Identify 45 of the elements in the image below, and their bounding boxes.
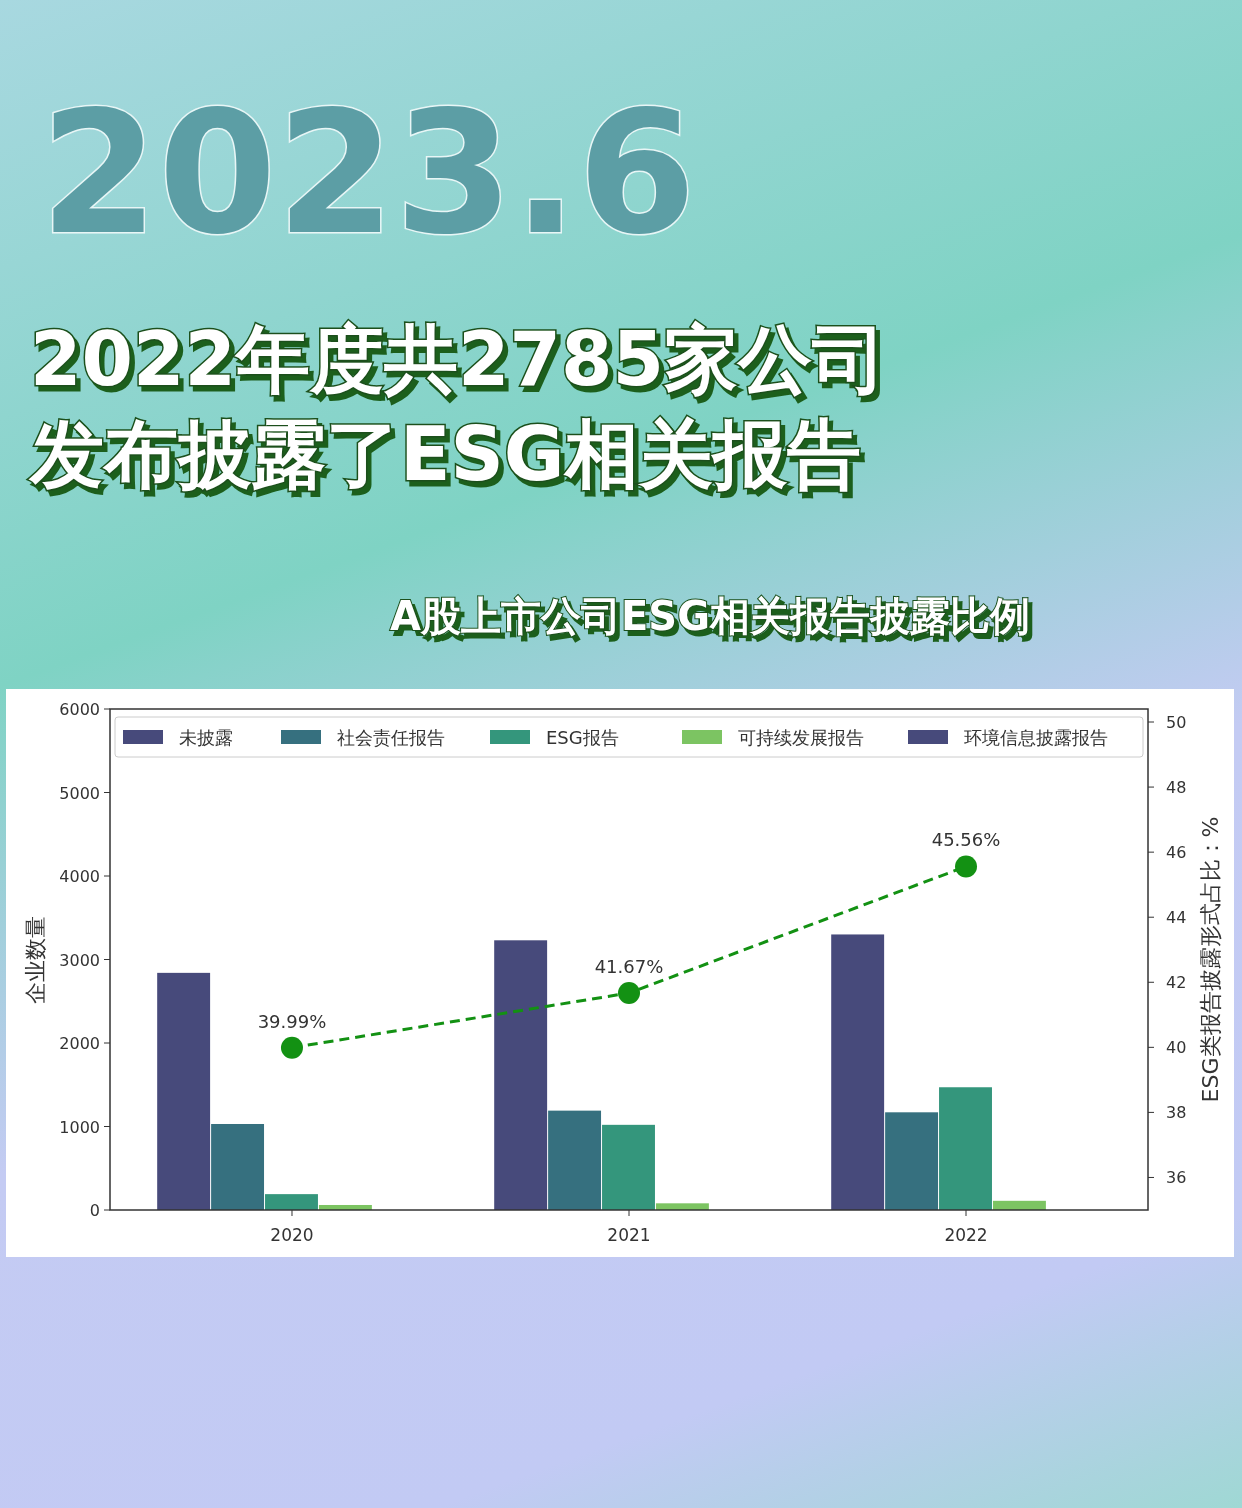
y2-tick-label: 46	[1166, 843, 1187, 863]
bar	[548, 1110, 602, 1211]
y2-axis-title: ESG类报告披露形式占比：%	[1198, 816, 1223, 1103]
text: 2022年度共2785家公司	[30, 316, 886, 402]
point	[618, 982, 640, 1005]
data-label: 45.56%	[931, 829, 1001, 851]
y2-tick-label: 48	[1166, 778, 1187, 798]
legend-label: ESG报告	[546, 727, 619, 748]
bar	[655, 1203, 709, 1210]
y-tick-label: 4000	[59, 867, 100, 886]
bar	[939, 1087, 992, 1211]
bar	[831, 934, 885, 1210]
legend-label: 可持续发展报告	[738, 727, 864, 748]
y-tick-label: 3000	[59, 950, 100, 970]
point	[955, 855, 978, 878]
point	[280, 1036, 303, 1059]
x-tick-label: 2021	[607, 1225, 651, 1245]
x-tick-label: 2022	[944, 1225, 988, 1245]
bar	[265, 1194, 318, 1211]
y2-tick-label: 40	[1166, 1038, 1187, 1058]
text: 发布披露了ESG相关报告	[30, 411, 861, 497]
bar	[157, 972, 211, 1210]
x-tick-label: 2020	[270, 1225, 314, 1245]
bar	[602, 1124, 655, 1210]
data-label: 39.99%	[257, 1010, 327, 1032]
legend-label: 环境信息披露报告	[964, 727, 1108, 748]
y2-tick-label: 50	[1166, 713, 1187, 733]
y2-tick-label: 42	[1166, 973, 1187, 993]
y-tick-label: 0	[89, 1201, 100, 1220]
y-tick-label: 2000	[59, 1034, 100, 1053]
chart-subtitle: A股上市公司ESG相关报告披露比例	[390, 593, 1030, 639]
bar	[885, 1112, 939, 1210]
y2-tick-label: 38	[1166, 1103, 1187, 1123]
y-tick-label: 5000	[59, 783, 100, 803]
bar	[211, 1123, 265, 1210]
y2-tick-label: 36	[1166, 1168, 1187, 1188]
y-axis-title: 企业数量	[23, 915, 48, 1004]
legend-label: 未披露	[179, 727, 233, 748]
y-tick-label: 1000	[59, 1117, 100, 1137]
text: 2023.6	[40, 74, 697, 272]
data-label: 41.67%	[594, 956, 664, 978]
y2-tick-label: 44	[1166, 908, 1187, 928]
y-tick-label: 6000	[59, 700, 100, 719]
legend-label: 社会责任报告	[337, 727, 445, 748]
bar	[494, 940, 548, 1210]
